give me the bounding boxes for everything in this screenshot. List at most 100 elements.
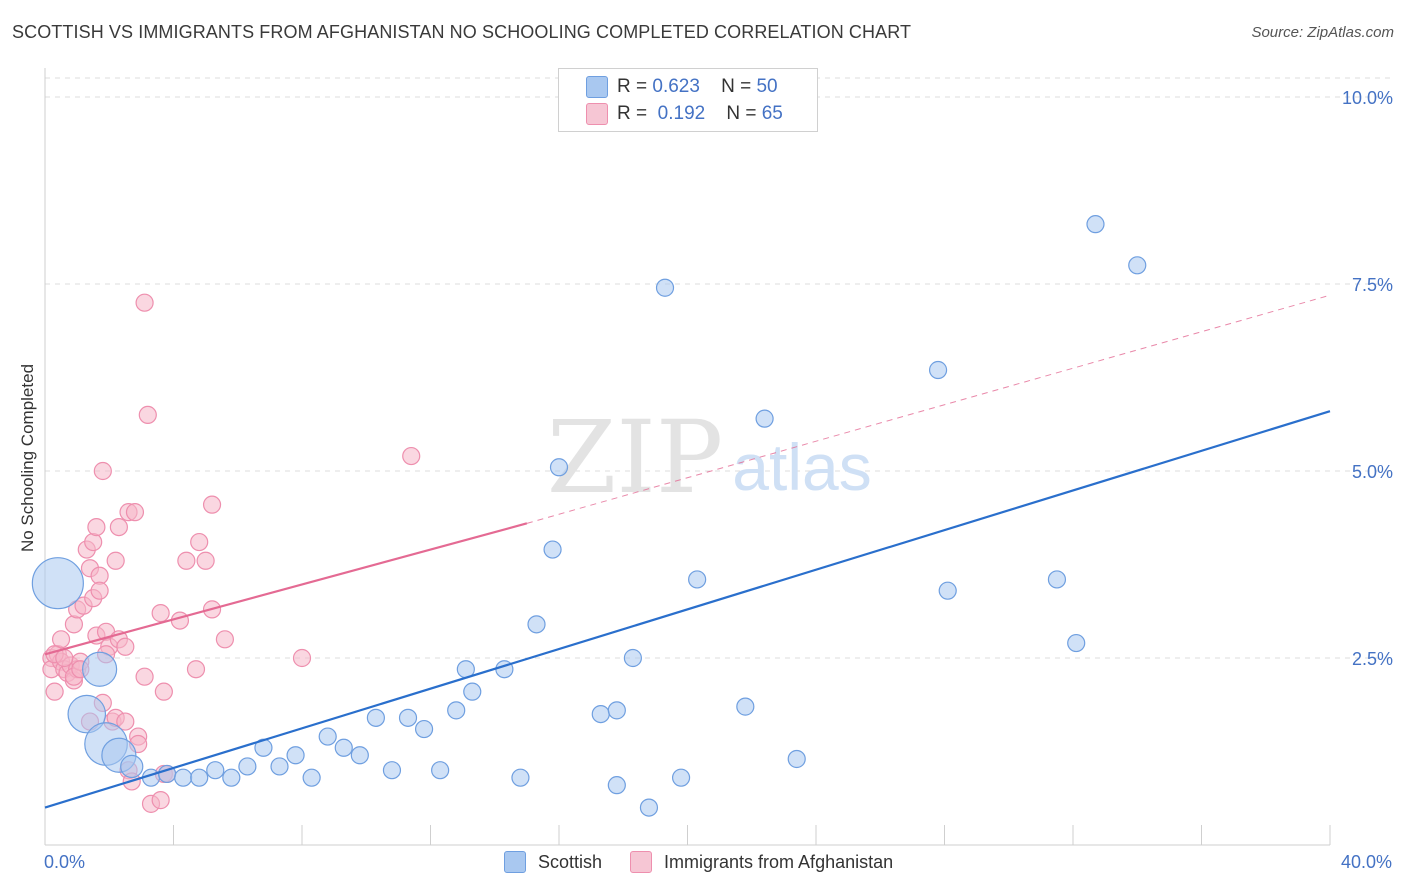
scottish-point xyxy=(398,708,418,727)
afghan-point xyxy=(93,461,112,481)
scottish-point xyxy=(238,757,257,776)
trend-lines xyxy=(44,294,1331,809)
scottish-point xyxy=(270,757,289,776)
y-tick-label: 5.0% xyxy=(1352,462,1393,482)
chart-title: SCOTTISH VS IMMIGRANTS FROM AFGHANISTAN … xyxy=(12,22,912,42)
r-value-scottish: 0.623 xyxy=(652,76,700,97)
n-label: N = xyxy=(726,103,757,124)
source-credit: Source: ZipAtlas.com xyxy=(1251,24,1394,41)
afghan-legend-swatch xyxy=(630,851,653,873)
legend-label-afghan: Immigrants from Afghanistan xyxy=(664,851,894,872)
gridlines xyxy=(45,77,1392,659)
afghan-point xyxy=(170,611,190,630)
afghan-point xyxy=(196,551,215,570)
scottish-point xyxy=(366,708,385,727)
afghan-point xyxy=(177,551,196,570)
afghan-point xyxy=(125,503,145,522)
watermark-atlas: atlas xyxy=(732,430,871,504)
r-label: R = xyxy=(617,103,648,124)
afghan-point xyxy=(90,581,109,600)
legend-item-scottish: Scottish xyxy=(504,851,602,873)
scottish-point xyxy=(736,697,755,716)
afghan-point xyxy=(87,517,106,537)
scottish-point xyxy=(206,761,225,780)
scottish-point xyxy=(31,557,84,610)
afghan-point xyxy=(51,630,71,649)
scottish-point xyxy=(431,761,450,780)
scottish-point xyxy=(607,776,626,795)
scottish-point xyxy=(302,768,321,787)
afghan-point xyxy=(190,532,209,552)
afghan-point xyxy=(116,637,135,656)
r-label: R = xyxy=(617,76,648,97)
afghan-point xyxy=(215,630,234,649)
scottish-point xyxy=(607,701,626,720)
afghan-point xyxy=(154,682,173,701)
scottish-point xyxy=(414,719,434,739)
scottish-point xyxy=(549,458,569,477)
afghan-point xyxy=(138,405,157,424)
watermark-zip: ZIP xyxy=(547,399,723,516)
scottish-point xyxy=(591,704,610,724)
afghan-point xyxy=(109,517,128,537)
n-label: N = xyxy=(721,76,752,97)
afghan-point xyxy=(106,551,125,570)
scottish-point xyxy=(755,409,774,428)
afghan-point xyxy=(45,682,64,701)
afghan-point xyxy=(116,712,135,731)
x-tick-min: 0.0% xyxy=(44,852,86,872)
scottish-point xyxy=(938,581,957,600)
scottish-point xyxy=(671,768,691,787)
stats-row-scottish: R = 0.623 N = 50 xyxy=(586,74,778,100)
afghan-trend-line xyxy=(44,522,528,656)
afghan-point xyxy=(64,615,84,634)
y-tick-label: 7.5% xyxy=(1352,275,1393,295)
scottish-legend-swatch xyxy=(504,851,526,873)
afghan-swatch xyxy=(586,103,608,125)
scottish-point xyxy=(928,360,948,380)
scottish-point xyxy=(120,754,144,779)
y-tick-label: 2.5% xyxy=(1352,649,1393,669)
afghan-point xyxy=(151,791,170,810)
scottish-point xyxy=(334,738,353,757)
scottish-point xyxy=(190,768,209,787)
scottish-point xyxy=(318,727,337,746)
scottish-point xyxy=(67,694,107,734)
axes xyxy=(44,68,1331,846)
scottish-point xyxy=(174,768,193,787)
scottish-point xyxy=(688,570,707,589)
scottish-point xyxy=(350,746,369,765)
legend-label-scottish: Scottish xyxy=(538,851,603,872)
afghan-point xyxy=(186,660,206,679)
afghan-point xyxy=(135,667,154,686)
scottish-point xyxy=(222,768,241,787)
afghan-point xyxy=(151,604,170,623)
afghan-point xyxy=(202,495,222,514)
scottish-point xyxy=(286,746,305,765)
scottish-point xyxy=(655,278,675,297)
scottish-point xyxy=(543,540,562,559)
scottish-swatch xyxy=(586,76,608,98)
afghan-point xyxy=(402,446,421,466)
afghan-trend-extension xyxy=(526,294,1331,524)
n-value-scottish: 50 xyxy=(756,76,778,97)
afghan-point xyxy=(84,532,103,552)
scottish-point xyxy=(639,798,659,817)
y-tick-label: 10.0% xyxy=(1342,88,1393,108)
scottish-point xyxy=(1086,215,1105,234)
scottish-point xyxy=(623,648,642,668)
legend-item-afghan: Immigrants from Afghanistan xyxy=(630,851,893,873)
x-tick-max: 40.0% xyxy=(1340,852,1392,872)
scottish-series xyxy=(31,215,1147,817)
stats-row-afghan: R = 0.192 N = 65 xyxy=(586,101,783,127)
n-value-afghan: 65 xyxy=(761,103,783,124)
scottish-point xyxy=(787,749,806,769)
scottish-point xyxy=(382,761,402,780)
scottish-point xyxy=(463,682,482,701)
y-tick-labels: 2.5% 5.0% 7.5% 10.0% xyxy=(1342,88,1393,669)
scottish-point xyxy=(82,651,118,687)
scottish-point xyxy=(1047,570,1067,589)
afghan-point xyxy=(135,293,154,312)
scottish-point xyxy=(447,701,466,720)
